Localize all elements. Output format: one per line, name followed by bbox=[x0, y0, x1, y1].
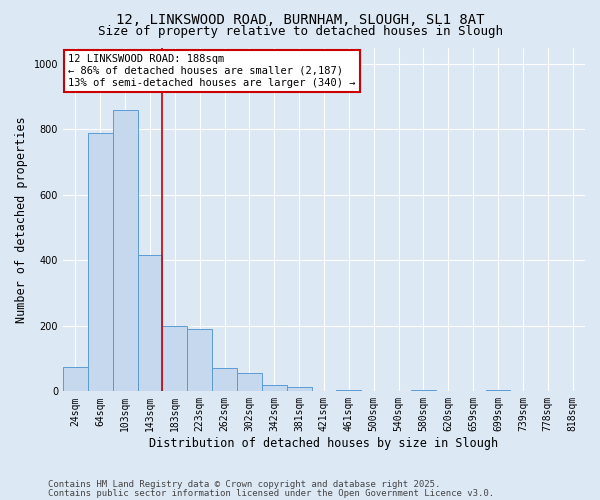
Bar bbox=[163, 326, 187, 392]
Y-axis label: Number of detached properties: Number of detached properties bbox=[15, 116, 28, 322]
Text: 12 LINKSWOOD ROAD: 188sqm
← 86% of detached houses are smaller (2,187)
13% of se: 12 LINKSWOOD ROAD: 188sqm ← 86% of detac… bbox=[68, 54, 356, 88]
Bar bbox=[237, 374, 262, 392]
Text: 12, LINKSWOOD ROAD, BURNHAM, SLOUGH, SL1 8AT: 12, LINKSWOOD ROAD, BURNHAM, SLOUGH, SL1… bbox=[116, 12, 484, 26]
Bar bbox=[187, 329, 212, 392]
Bar bbox=[262, 386, 287, 392]
X-axis label: Distribution of detached houses by size in Slough: Distribution of detached houses by size … bbox=[149, 437, 499, 450]
Bar bbox=[63, 367, 88, 392]
Bar bbox=[287, 387, 311, 392]
Bar bbox=[411, 390, 436, 392]
Text: Contains HM Land Registry data © Crown copyright and database right 2025.: Contains HM Land Registry data © Crown c… bbox=[48, 480, 440, 489]
Bar bbox=[485, 390, 511, 392]
Bar bbox=[88, 132, 113, 392]
Text: Size of property relative to detached houses in Slough: Size of property relative to detached ho… bbox=[97, 25, 503, 38]
Bar bbox=[137, 256, 163, 392]
Bar bbox=[337, 390, 361, 392]
Bar bbox=[113, 110, 137, 392]
Bar bbox=[212, 368, 237, 392]
Text: Contains public sector information licensed under the Open Government Licence v3: Contains public sector information licen… bbox=[48, 489, 494, 498]
